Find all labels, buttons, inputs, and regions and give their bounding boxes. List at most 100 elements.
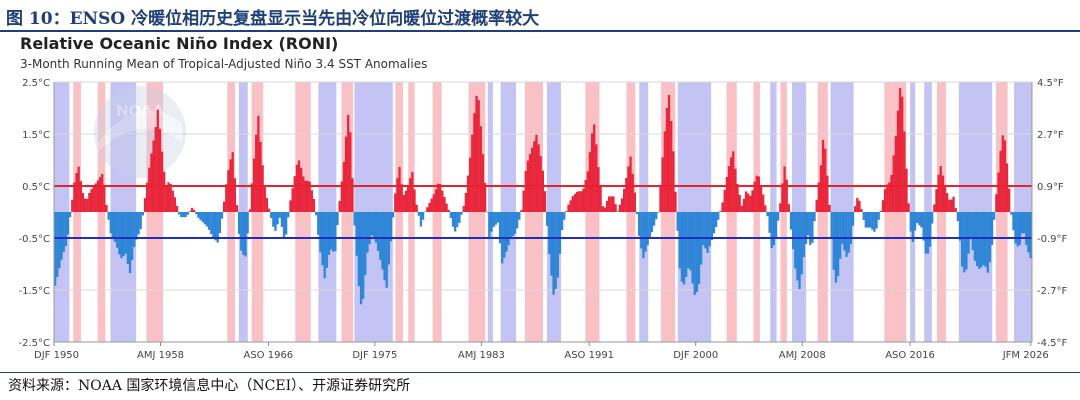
- bar-negative: [689, 212, 692, 271]
- noaa-logo-text: NOAA: [116, 102, 165, 120]
- bar-negative: [913, 212, 917, 231]
- bar-negative: [849, 212, 853, 245]
- bar-positive: [150, 153, 153, 212]
- bar-negative: [334, 212, 337, 251]
- bar-negative: [804, 212, 808, 245]
- bar-negative: [329, 212, 333, 250]
- bar-negative: [1012, 212, 1015, 231]
- bar-negative: [548, 212, 551, 255]
- bar-positive: [293, 176, 296, 212]
- bar-negative: [928, 212, 932, 247]
- bar-positive: [426, 207, 429, 212]
- bar-negative: [205, 212, 209, 227]
- bar-negative: [635, 212, 639, 215]
- bar-positive: [75, 173, 78, 212]
- bar-negative: [1027, 212, 1030, 253]
- bar-positive: [396, 178, 399, 212]
- bar-negative: [931, 212, 934, 224]
- x-tick-label: AMJ 1958: [137, 350, 184, 361]
- bar-positive: [939, 166, 942, 212]
- bar-positive: [441, 190, 444, 212]
- bar-positive: [347, 114, 350, 212]
- bar-positive: [879, 210, 882, 212]
- bar-positive: [997, 172, 1000, 212]
- bar-positive: [856, 197, 859, 212]
- bar-positive: [483, 183, 487, 212]
- bar-negative: [419, 212, 423, 227]
- bar-negative: [1020, 212, 1024, 234]
- bar-negative: [973, 212, 977, 261]
- bar-negative: [518, 212, 521, 220]
- x-tick-label: DJF 2000: [673, 350, 718, 361]
- bar-positive: [344, 136, 348, 212]
- bar-negative: [128, 212, 132, 274]
- data-bars: [54, 88, 1032, 305]
- bar-negative: [975, 212, 979, 267]
- bar-negative: [642, 212, 645, 259]
- bar-positive: [1005, 163, 1009, 212]
- bar-positive: [190, 207, 194, 212]
- bar-negative: [201, 212, 204, 223]
- bar-negative: [62, 212, 65, 252]
- bar-negative: [120, 212, 123, 259]
- bar-positive: [623, 188, 626, 212]
- bar-positive: [738, 194, 741, 212]
- bar-positive: [156, 109, 159, 212]
- bar-positive: [394, 193, 397, 212]
- bar-negative: [967, 212, 970, 254]
- bar-negative: [197, 212, 200, 218]
- bar-positive: [575, 191, 579, 212]
- bar-negative: [498, 212, 502, 244]
- x-tick-label: AMJ 2008: [779, 350, 826, 361]
- bar-positive: [466, 175, 470, 212]
- bar-negative: [494, 212, 497, 225]
- bar-positive: [901, 96, 904, 212]
- bar-negative: [791, 212, 795, 250]
- bar-negative: [199, 212, 202, 221]
- bar-positive: [787, 204, 791, 212]
- bar-negative: [960, 212, 964, 267]
- bar-negative: [680, 212, 684, 282]
- bar-negative: [317, 212, 320, 235]
- bar-negative: [385, 212, 388, 288]
- bar-negative: [370, 212, 373, 236]
- bar-negative: [770, 212, 773, 249]
- bar-negative: [505, 212, 508, 252]
- bar-negative: [847, 212, 850, 253]
- bar-negative: [107, 212, 110, 220]
- bar-negative: [978, 212, 981, 269]
- bar-positive: [267, 208, 271, 212]
- bar-negative: [695, 212, 699, 293]
- bar-positive: [883, 189, 887, 212]
- bar-negative: [1014, 212, 1017, 244]
- bar-positive: [749, 195, 752, 212]
- x-tick-label: JFM 2026: [1002, 350, 1049, 361]
- bar-positive: [88, 192, 91, 212]
- bar-positive: [633, 192, 636, 212]
- bar-positive: [670, 121, 673, 212]
- bar-positive: [468, 157, 472, 212]
- bar-negative: [800, 212, 803, 275]
- bar-negative: [1010, 212, 1013, 215]
- bar-negative: [137, 212, 140, 235]
- bar-negative: [359, 212, 363, 305]
- bar-positive: [83, 198, 87, 212]
- bar-negative: [417, 212, 420, 216]
- bar-negative: [545, 212, 549, 226]
- bar-negative: [131, 212, 134, 261]
- bar-positive: [608, 196, 611, 212]
- bar-negative: [496, 212, 500, 223]
- bar-positive: [477, 100, 480, 212]
- bar-positive: [659, 186, 662, 212]
- bar-positive: [952, 196, 955, 212]
- bar-negative: [68, 212, 72, 218]
- bar-positive: [759, 185, 763, 212]
- bar-positive: [473, 113, 476, 212]
- bar-negative: [864, 212, 868, 228]
- bar-positive: [447, 210, 450, 212]
- bar-negative: [802, 212, 805, 258]
- bar-positive: [779, 203, 782, 212]
- bar-positive: [590, 133, 594, 212]
- bar-positive: [462, 205, 465, 212]
- figure-title: 图 10：ENSO 冷暖位相历史复盘显示当先由冷位向暖位过渡概率较大: [6, 9, 540, 29]
